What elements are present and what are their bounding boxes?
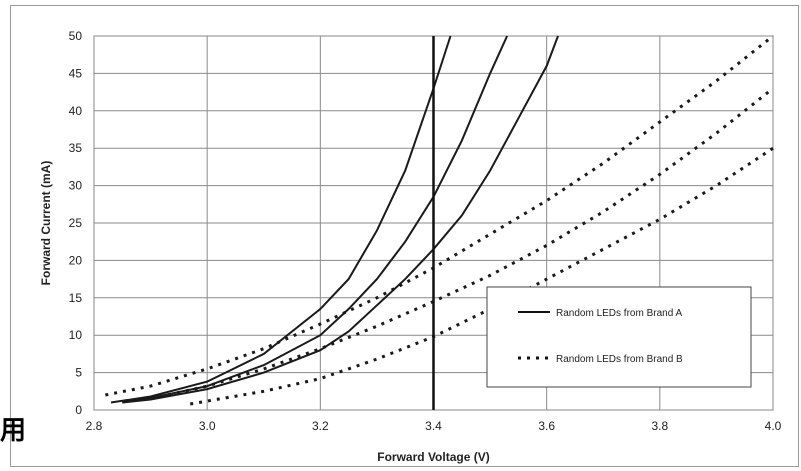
tick-labels: 2.8 3.0 3.2 3.4 3.6 3.8 4.0 0 5 10 15 20 25 30 35 40 45 5… xyxy=(69,29,782,433)
x-tick-label: 3.4 xyxy=(425,419,442,433)
y-tick-label: 45 xyxy=(69,66,83,80)
legend-label-1: Random LEDs from Brand A xyxy=(556,308,682,319)
x-tick-label: 3.8 xyxy=(651,419,668,433)
y-tick-label: 30 xyxy=(69,179,83,193)
x-tick-label: 2.8 xyxy=(86,419,103,433)
y-tick-label: 20 xyxy=(69,253,83,267)
y-tick-label: 5 xyxy=(75,366,82,380)
y-axis-label: Forward Current (mA) xyxy=(39,161,53,286)
y-tick-label: 15 xyxy=(69,291,83,305)
x-tick-label: 3.0 xyxy=(199,419,216,433)
legend-box xyxy=(486,286,752,388)
y-tick-label: 40 xyxy=(69,104,83,118)
chart-frame xyxy=(10,5,799,467)
brand-a-curve-1 xyxy=(110,35,452,404)
x-tick-label: 4.0 xyxy=(765,419,782,433)
y-tick-label: 50 xyxy=(69,29,83,43)
x-tick-label: 3.6 xyxy=(538,419,555,433)
y-tick-label: 10 xyxy=(69,328,83,342)
y-tick-label: 0 xyxy=(75,403,82,417)
x-tick-label: 3.2 xyxy=(312,419,329,433)
brand-a-curve-2 xyxy=(122,35,509,404)
y-tick-label: 35 xyxy=(69,141,83,155)
cropped-character: 用 xyxy=(0,416,27,446)
brand-a-curve-3 xyxy=(122,35,559,404)
legend: Random LEDs from Brand A Random LEDs from… xyxy=(486,286,752,388)
x-axis-label: Forward Voltage (V) xyxy=(377,450,489,464)
y-tick-label: 25 xyxy=(69,216,83,230)
legend-label-2: Random LEDs from Brand B xyxy=(556,354,683,365)
